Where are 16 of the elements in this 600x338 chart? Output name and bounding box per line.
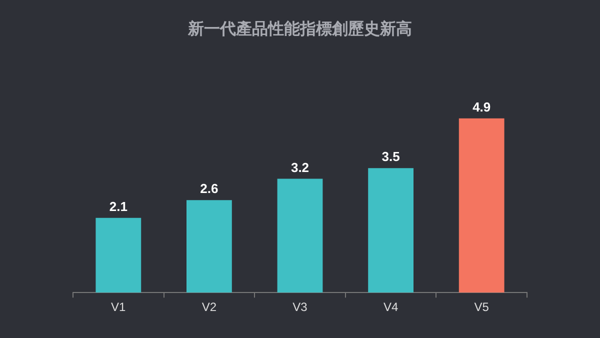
data-label: 3.5: [382, 149, 400, 164]
x-tick-label: V3: [292, 300, 308, 314]
data-label: 4.9: [472, 99, 491, 114]
data-label: 2.1: [109, 198, 128, 214]
data-label: 3.2: [290, 160, 310, 175]
x-tick-label: V1: [111, 300, 126, 314]
chart-title: 新一代產品性能指標創歷史新高: [187, 18, 412, 38]
data-label: 2.6: [200, 181, 218, 196]
x-tick-label: V5: [474, 300, 490, 314]
bar: [368, 168, 414, 293]
bar: [458, 118, 504, 293]
bar: [186, 200, 232, 293]
bar: [277, 178, 323, 293]
x-tick-label: V2: [202, 300, 217, 314]
x-tick-label: V4: [383, 300, 398, 314]
bar: [96, 218, 142, 293]
